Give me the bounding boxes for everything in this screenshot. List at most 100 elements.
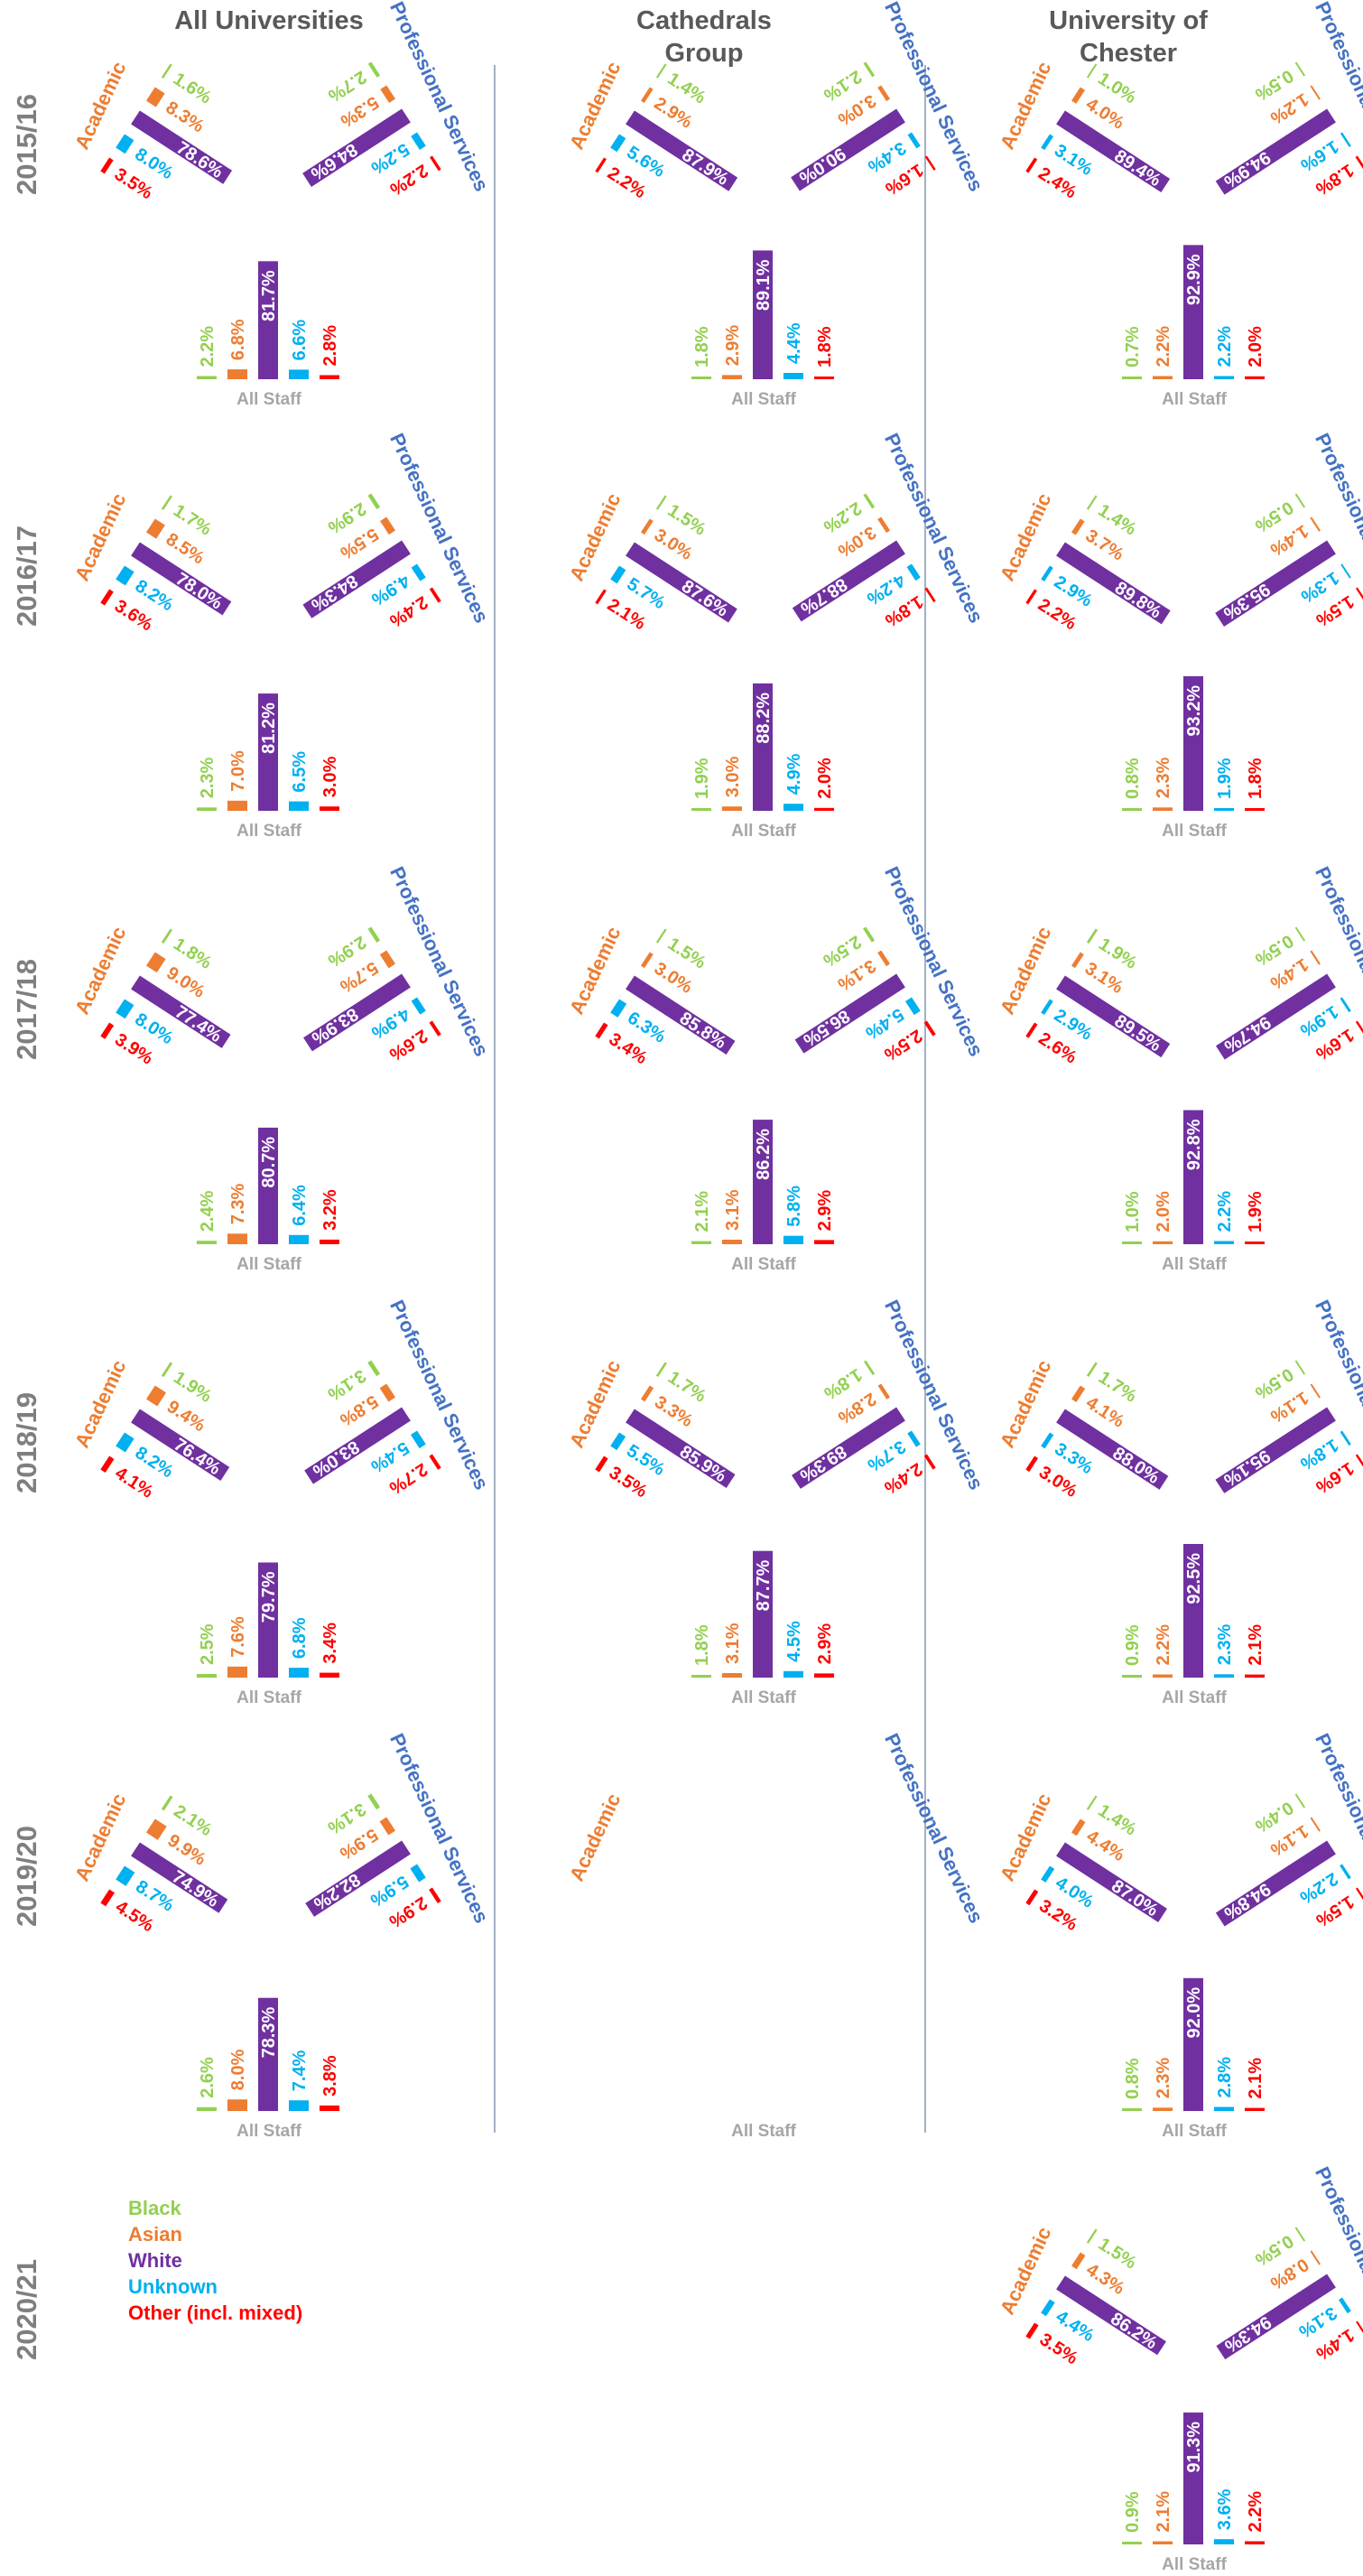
- academic-value-white: 86.2%: [1107, 2309, 1161, 2353]
- prof-bar-asian: [1310, 1817, 1321, 1832]
- academic-label: Academic: [70, 923, 131, 1018]
- prof-bar-white: [1216, 2274, 1336, 2360]
- column-title-all-universities: All Universities: [174, 6, 364, 35]
- all-staff-bar-black: [197, 1241, 217, 1244]
- all-staff-bar-asian: [1153, 376, 1173, 379]
- academic-bar-group-black: 1.7%: [161, 495, 215, 540]
- academic-label: Academic: [565, 58, 626, 153]
- academic-value-white: 87.9%: [678, 145, 732, 190]
- prof-value-white: 84.6%: [307, 139, 361, 183]
- all-staff-bar-asian: [227, 800, 247, 811]
- all-staff-value-asian: 2.1%: [1154, 2491, 1173, 2533]
- academic-bar-white: [131, 542, 232, 616]
- prof-bar-white: [304, 1407, 411, 1484]
- all-staff-value-unknown: 4.5%: [784, 1621, 804, 1662]
- column-title-cathedrals-group-line-2: Group: [665, 39, 744, 68]
- academic-bar-white: [626, 110, 738, 191]
- prof-bar-white: [1215, 1407, 1336, 1493]
- all-staff-bars: 1.0% 2.0% 92.8% 2.2% 1.9%: [1122, 1110, 1266, 1244]
- prof-bar-unknown: [411, 563, 426, 581]
- all-staff-bar-other-incl-mixed: [320, 2105, 339, 2111]
- academic-value-white: 74.9%: [169, 1867, 223, 1911]
- academic-bar-white: [626, 975, 736, 1055]
- column-title-university-of-chester-line-1: University of: [1049, 6, 1208, 35]
- academic-label: Academic: [70, 489, 131, 584]
- prof-bar-asian: [1310, 2250, 1321, 2265]
- all-staff-value-white: 87.7%: [754, 1559, 774, 1611]
- academic-bar-white: [626, 542, 737, 623]
- academic-bar-other-incl-mixed: [1025, 1889, 1039, 1906]
- prof-bar-asian: [1310, 1383, 1321, 1399]
- all-staff-bar-unknown: [1214, 2539, 1234, 2544]
- all-staff-value-black: 1.8%: [692, 1624, 712, 1666]
- prof-bar-other-incl-mixed: [924, 155, 936, 171]
- academic-bar-black: [1086, 1795, 1098, 1810]
- all-staff-value-unknown: 6.6%: [290, 320, 310, 361]
- all-staff-bar-black: [691, 1675, 711, 1678]
- all-staff-value-unknown: 4.9%: [784, 753, 804, 795]
- academic-bar-black: [655, 928, 667, 944]
- prof-bar-unknown: [410, 1430, 426, 1449]
- academic-bar-unknown: [610, 1432, 626, 1451]
- all-staff-bar-black: [197, 376, 217, 379]
- all-staff-bar-white: [1183, 1544, 1203, 1678]
- all-staff-bar-black: [1122, 808, 1142, 811]
- academic-bar-black: [161, 495, 172, 510]
- panel-all-universities-2015-16: Academic Professional Services All Staff 1.…: [70, 0, 494, 409]
- all-staff-bar-black: [691, 808, 711, 811]
- all-staff-value-asian: 7.0%: [228, 750, 248, 792]
- prof-bar-black: [1294, 493, 1306, 508]
- prof-bar-other-incl-mixed: [1355, 1020, 1363, 1036]
- all-staff-value-unknown: 4.4%: [784, 322, 804, 364]
- all-staff-bar-black: [1122, 377, 1142, 379]
- all-staff-bars: 0.7% 2.2% 92.9% 2.2% 2.0%: [1122, 245, 1266, 379]
- all-staff-value-other-incl-mixed: 3.0%: [320, 756, 340, 797]
- all-staff-bar-white: [1183, 2412, 1203, 2544]
- prof-bar-asian: [877, 85, 891, 102]
- academic-value-white: 89.4%: [1110, 146, 1164, 191]
- prof-value-white: 94.9%: [1220, 147, 1275, 191]
- academic-bar-other-incl-mixed: [100, 589, 114, 606]
- all-staff-label: All Staff: [731, 2122, 796, 2141]
- all-staff-value-asian: 2.3%: [1154, 757, 1173, 798]
- all-staff-bar-other-incl-mixed: [814, 807, 834, 811]
- all-staff-label: All Staff: [731, 1255, 796, 1274]
- year-label-2016-17: 2016/17: [11, 525, 42, 627]
- all-staff-bar-other-incl-mixed: [1245, 2541, 1265, 2544]
- all-staff-value-white: 91.3%: [1184, 2422, 1204, 2473]
- all-staff-value-other-incl-mixed: 1.8%: [1246, 758, 1266, 799]
- academic-bar-other-incl-mixed: [595, 589, 607, 605]
- prof-bar-black: [863, 1360, 876, 1376]
- all-staff-bars: 0.9% 2.2% 92.5% 2.3% 2.1%: [1122, 1544, 1266, 1678]
- prof-bar-other-incl-mixed: [1355, 587, 1363, 602]
- academic-bar-asian: [640, 87, 654, 103]
- prof-value-white: 86.5%: [800, 1006, 854, 1050]
- prof-bar-other-incl-mixed: [430, 155, 441, 172]
- all-staff-value-unknown: 2.3%: [1215, 1623, 1235, 1665]
- academic-bar-other-incl-mixed: [1025, 1455, 1039, 1473]
- all-staff-value-asian: 3.1%: [723, 1189, 743, 1231]
- prof-bar-unknown: [1340, 132, 1351, 147]
- all-staff-bars: 1.8% 3.1% 87.7% 4.5% 2.9%: [691, 1550, 835, 1678]
- academic-bar-asian: [145, 1818, 167, 1840]
- all-staff-bar-other-incl-mixed: [320, 1239, 339, 1244]
- all-staff-bar-white: [753, 683, 773, 811]
- prof-bar-other-incl-mixed: [924, 587, 936, 603]
- academic-bar-asian: [640, 952, 654, 969]
- all-staff-value-asian: 2.2%: [1154, 326, 1173, 367]
- academic-bar-asian: [145, 1385, 167, 1407]
- all-staff-value-unknown: 2.2%: [1215, 1191, 1235, 1232]
- academic-label: Academic: [996, 489, 1056, 584]
- academic-bar-unknown: [116, 565, 134, 586]
- professional-services-label: Professional Services: [880, 863, 987, 1060]
- prof-bar-black: [367, 61, 381, 78]
- all-staff-bar-asian: [722, 375, 742, 379]
- all-staff-bars: 2.5% 7.6% 79.7% 6.8% 3.4%: [197, 1562, 340, 1678]
- prof-bar-white: [791, 108, 905, 191]
- prof-bar-white: [305, 1840, 411, 1917]
- academic-label: Academic: [996, 58, 1056, 153]
- all-staff-value-other-incl-mixed: 3.8%: [320, 2055, 340, 2097]
- prof-bar-black: [1294, 926, 1306, 942]
- panel-cathedrals-group-2018-19: Academic Professional Services All Staff 1.…: [565, 1297, 988, 1707]
